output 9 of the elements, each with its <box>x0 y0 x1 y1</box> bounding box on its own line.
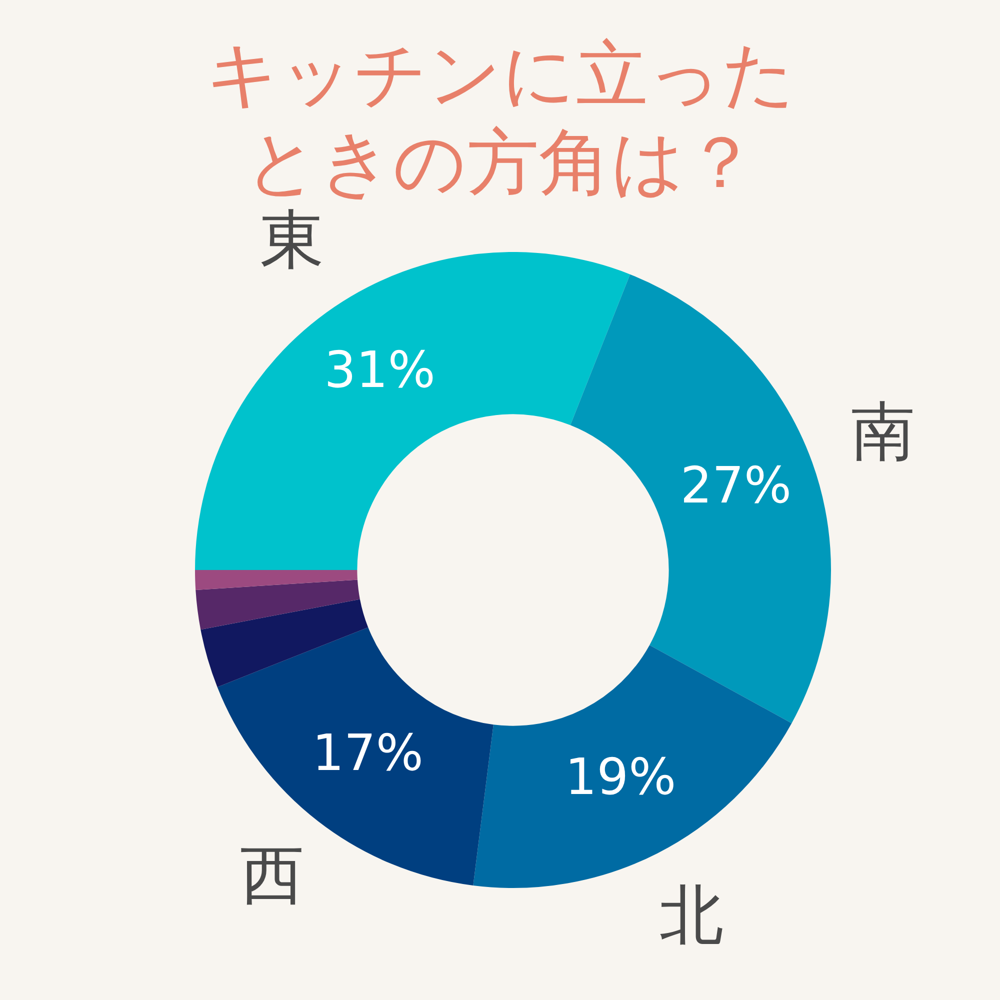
chart-title: キッチンに立ったときの方角は？ <box>206 31 796 206</box>
data-label: 31% <box>324 341 436 400</box>
data-label: 27% <box>680 456 792 515</box>
slice-label: 北 <box>659 878 724 953</box>
slice-label: 南 <box>850 396 915 470</box>
data-label: 17% <box>312 724 424 782</box>
data-label: 19% <box>564 748 676 806</box>
slice-label: 西 <box>240 839 304 914</box>
slice-label: 東 <box>260 204 324 278</box>
